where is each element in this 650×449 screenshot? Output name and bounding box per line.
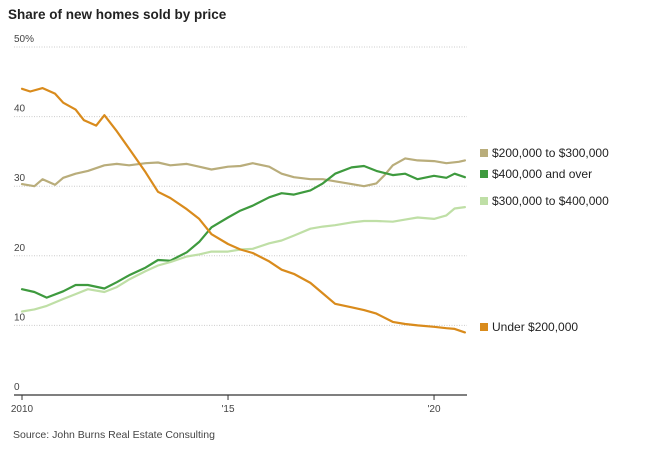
x-tick-label-2010: 2010 [11,404,34,415]
y-tick-label-40: 40 [14,104,26,115]
legend: $200,000 to $300,000 $400,000 and over $30… [480,146,609,334]
series-line-0 [20,157,466,188]
legend-swatch-1 [480,170,488,178]
y-tick-label-10: 10 [14,312,26,323]
legend-label-0: $200,000 to $300,000 [492,146,609,160]
legend-label-1: $400,000 and over [492,167,592,181]
series-line-1 [20,164,466,299]
grid-lines [14,46,467,326]
legend-label-3: Under $200,000 [492,320,578,334]
series-line-2 [20,206,466,313]
legend-swatch-0 [480,149,488,157]
source-note: Source: John Burns Real Estate Consultin… [13,429,215,441]
series-lines [20,86,466,334]
legend-label-2: $300,000 to $400,000 [492,194,609,208]
y-tick-label-30: 30 [14,173,26,184]
x-tick-label-2020: '20 [428,404,441,415]
y-tick-label-20: 20 [14,243,26,254]
legend-swatch-2 [480,197,488,205]
x-axis: 2010 '15 '20 [11,394,467,415]
chart-title: Share of new homes sold by price [8,7,227,22]
legend-swatch-3 [480,323,488,331]
x-tick-label-2015: '15 [221,404,234,415]
series-line-3 [20,86,466,334]
y-tick-label-50: 50% [14,34,34,45]
y-tick-label-0: 0 [14,382,20,393]
y-axis-ticks: 50% 40 30 20 10 0 [14,34,34,393]
